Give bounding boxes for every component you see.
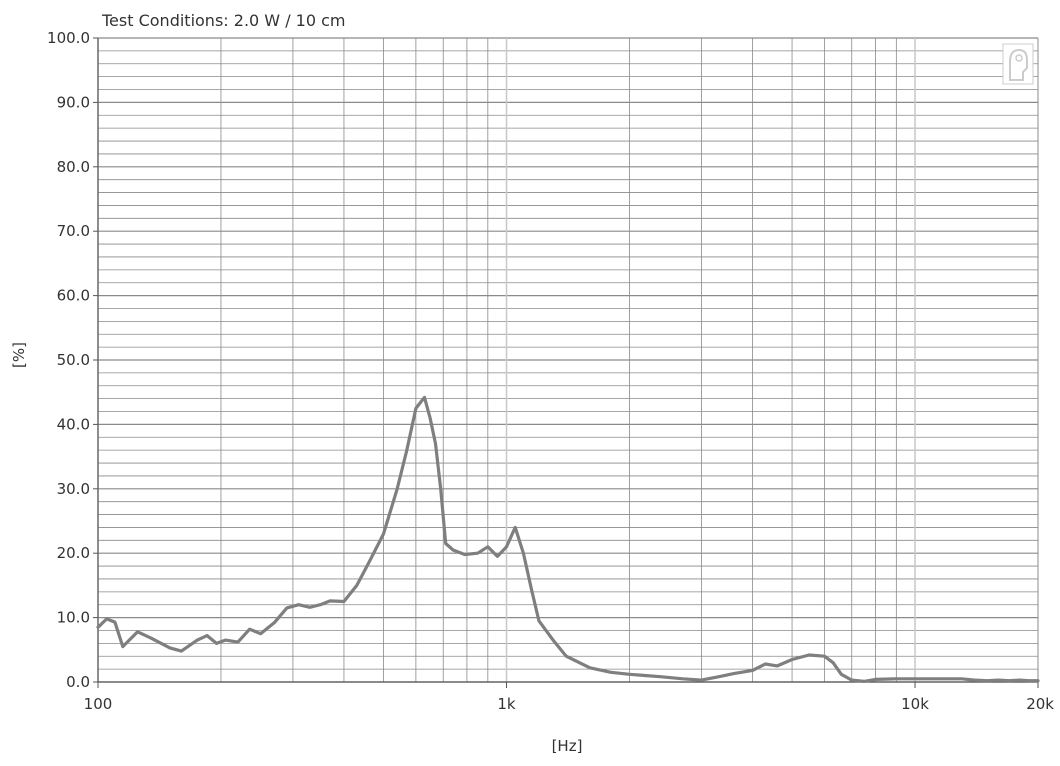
grid: [97, 37, 1039, 683]
series-group: [96, 395, 1040, 684]
y-tick-label: 70.0: [57, 222, 90, 240]
y-tick-label: 50.0: [57, 351, 90, 369]
y-tick-label: 90.0: [57, 93, 90, 111]
x-tick-label: 20k: [1026, 695, 1054, 713]
x-axis-label: [Hz]: [552, 737, 583, 755]
x-tick-label: 1k: [497, 695, 516, 713]
y-tick-label: 20.0: [57, 544, 90, 562]
y-tick-label: 60.0: [57, 287, 90, 305]
y-axis-label: [%]: [10, 342, 28, 368]
x-tick-label: 100: [84, 695, 113, 713]
x-tick-label: 10k: [901, 695, 929, 713]
chart-title: Test Conditions: 2.0 W / 10 cm: [101, 11, 346, 30]
y-tick-label: 30.0: [57, 480, 90, 498]
y-tick-label: 10.0: [57, 609, 90, 627]
chart-corner-icon: [1002, 43, 1034, 85]
y-tick-label: 0.0: [66, 673, 90, 691]
y-tick-label: 100.0: [47, 29, 90, 47]
axes: 0.0 10.0 20.0 30.0 40.0 50.0 60.0 70.0 80.0 90.0 1…: [47, 29, 1054, 713]
series-line: [96, 395, 1040, 684]
y-tick-label: 40.0: [57, 415, 90, 433]
y-tick-label: 80.0: [57, 158, 90, 176]
